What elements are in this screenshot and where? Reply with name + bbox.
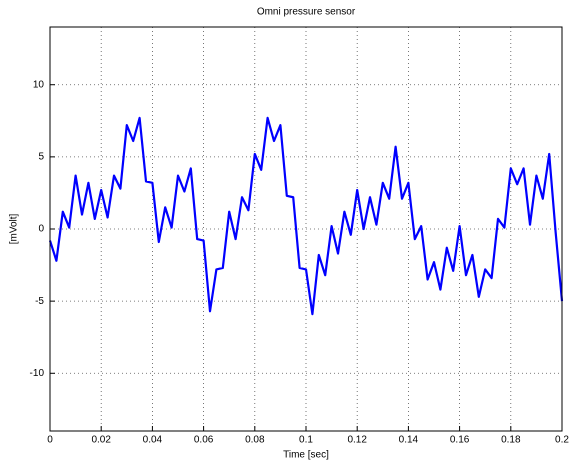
y-tick-label: 10 [33,79,45,90]
chart-title: Omni pressure sensor [257,7,356,18]
x-tick-label: 0.02 [91,435,111,446]
x-tick-label: 0.12 [347,435,367,446]
x-axis-label: Time [sec] [283,450,329,461]
y-tick-label: 0 [38,224,44,235]
y-tick-label: -10 [30,368,45,379]
x-tick-label: 0.08 [245,435,265,446]
y-tick-label: 5 [38,151,44,162]
x-tick-label: 0.1 [299,435,313,446]
x-tick-label: 0.18 [501,435,521,446]
y-axis-label: [mVolt] [9,214,20,245]
plot-frame [49,26,563,432]
x-tick-label: 0.14 [399,435,419,446]
x-tick-label: 0 [47,435,53,446]
x-tick-label: 0.16 [450,435,470,446]
y-tick-label: -5 [35,296,44,307]
x-tick-label: 0.2 [555,435,569,446]
x-tick-label: 0.06 [194,435,214,446]
x-tick-label: 0.04 [143,435,163,446]
data-line [48,116,564,316]
